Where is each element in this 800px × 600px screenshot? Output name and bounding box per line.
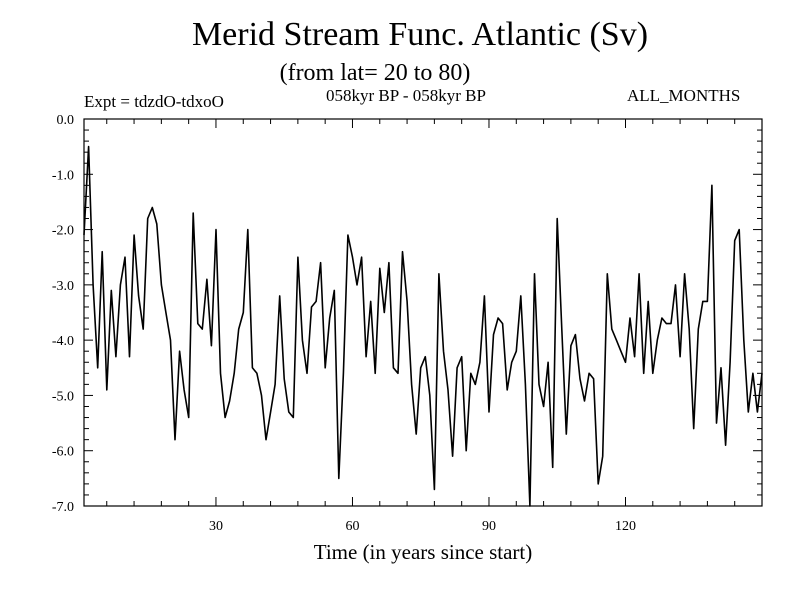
y-tick-label: -7.0 <box>52 500 74 515</box>
chart-subtitle: (from lat= 20 to 80) <box>279 60 471 86</box>
tick-labels: 0.0 -1.0 -2.0 -3.0 -4.0 -5.0 -6.0 -7.0 30 60 90 120 <box>52 113 636 534</box>
x-axis-label: Time (in years since start) <box>313 540 533 564</box>
y-tick-label: -1.0 <box>52 168 74 183</box>
y-tick-label: -5.0 <box>52 389 74 404</box>
y-tick-label: -2.0 <box>52 224 74 239</box>
y-tick-label: -3.0 <box>52 279 74 294</box>
series-line <box>83 145 763 507</box>
months-label: ALL_MONTHS <box>627 86 741 105</box>
x-tick-label: 30 <box>209 519 223 534</box>
period-label: 058kyr BP - 058kyr BP <box>326 86 486 105</box>
plot-frame <box>83 118 763 507</box>
y-tick-label: 0.0 <box>57 113 75 128</box>
y-tick-label: -6.0 <box>52 445 74 460</box>
x-tick-label: 90 <box>482 519 496 534</box>
chart-title: Merid Stream Func. Atlantic (Sv) <box>191 16 649 53</box>
experiment-label: Expt = tdzdO-tdxoO <box>84 92 224 111</box>
y-tick-label: -4.0 <box>52 334 74 349</box>
x-tick-label: 120 <box>615 519 636 534</box>
axis-ticks <box>84 118 763 507</box>
x-tick-label: 60 <box>345 519 359 534</box>
